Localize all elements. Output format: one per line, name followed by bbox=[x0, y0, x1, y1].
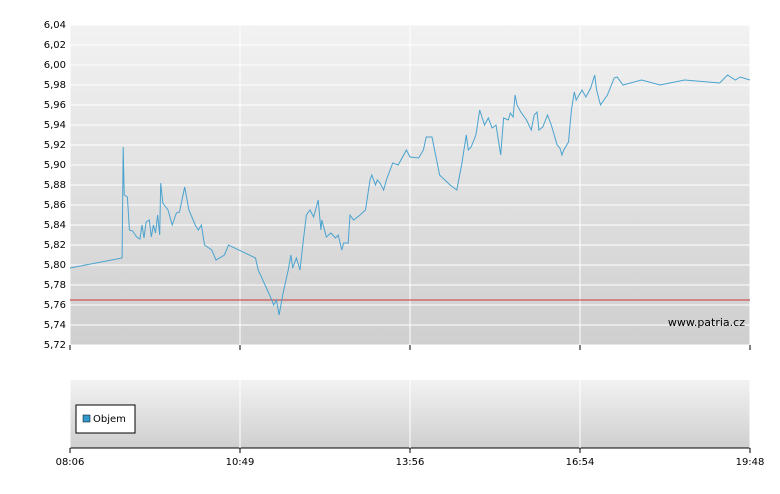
y-tick-label: 6,04 bbox=[44, 20, 66, 31]
y-tick-label: 5,86 bbox=[44, 200, 66, 211]
y-tick-label: 5,90 bbox=[44, 160, 66, 171]
x-tick-label: 13:56 bbox=[396, 457, 425, 468]
price-line bbox=[69, 74, 751, 316]
x-tick-label: 10:49 bbox=[226, 457, 255, 468]
watermark: www.patria.cz bbox=[668, 316, 745, 329]
y-tick-label: 5,74 bbox=[44, 320, 66, 331]
y-tick-label: 5,76 bbox=[44, 300, 66, 311]
y-tick-label: 5,96 bbox=[44, 100, 66, 111]
y-tick-label: 5,98 bbox=[44, 80, 66, 91]
y-tick-label: 5,92 bbox=[44, 140, 66, 151]
x-tick-label: 19:48 bbox=[736, 457, 765, 468]
y-tick-label: 5,84 bbox=[44, 220, 66, 231]
y-tick-label: 5,80 bbox=[44, 260, 66, 271]
y-tick-label: 6,00 bbox=[44, 60, 66, 71]
y-tick-label: 5,88 bbox=[44, 180, 66, 191]
legend-swatch bbox=[82, 414, 91, 423]
y-tick-label: 5,94 bbox=[44, 120, 66, 131]
legend-label: Objem bbox=[93, 414, 126, 425]
y-tick-label: 6,02 bbox=[44, 40, 66, 51]
y-tick-label: 5,78 bbox=[44, 280, 66, 291]
x-tick-label: 08:06 bbox=[56, 457, 85, 468]
y-tick-label: 5,72 bbox=[44, 340, 66, 351]
x-tick-label: 16:54 bbox=[566, 457, 595, 468]
y-tick-label: 5,82 bbox=[44, 240, 66, 251]
